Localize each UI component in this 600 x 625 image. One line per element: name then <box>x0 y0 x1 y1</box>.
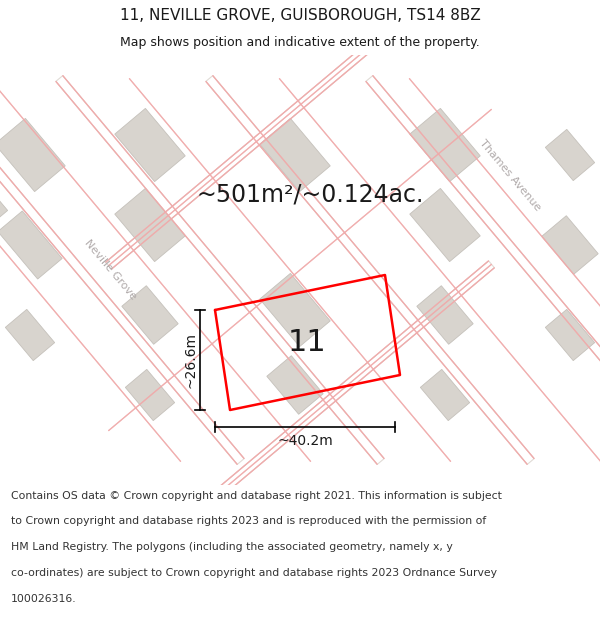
Text: co-ordinates) are subject to Crown copyright and database rights 2023 Ordnance S: co-ordinates) are subject to Crown copyr… <box>11 568 497 578</box>
Polygon shape <box>5 309 55 361</box>
Text: 100026316.: 100026316. <box>11 594 76 604</box>
Polygon shape <box>260 118 330 192</box>
Polygon shape <box>125 369 175 421</box>
Polygon shape <box>545 129 595 181</box>
Polygon shape <box>0 81 238 464</box>
Polygon shape <box>106 261 494 589</box>
Text: Neville Grove: Neville Grove <box>82 238 138 302</box>
Polygon shape <box>0 76 244 464</box>
Polygon shape <box>365 81 600 464</box>
Polygon shape <box>108 264 492 586</box>
Polygon shape <box>56 81 377 464</box>
Polygon shape <box>115 188 185 262</box>
Polygon shape <box>417 286 473 344</box>
Polygon shape <box>0 78 181 462</box>
Polygon shape <box>122 286 178 344</box>
Text: Contains OS data © Crown copyright and database right 2021. This information is : Contains OS data © Crown copyright and d… <box>11 491 502 501</box>
Polygon shape <box>0 211 62 279</box>
Polygon shape <box>106 0 489 262</box>
Polygon shape <box>0 78 311 462</box>
Polygon shape <box>409 78 600 462</box>
Polygon shape <box>279 78 600 462</box>
Polygon shape <box>366 76 600 464</box>
Polygon shape <box>111 268 494 589</box>
Polygon shape <box>410 188 480 262</box>
Polygon shape <box>62 76 385 459</box>
Polygon shape <box>267 356 323 414</box>
Polygon shape <box>212 76 535 459</box>
Polygon shape <box>421 369 470 421</box>
Text: ~501m²/~0.124ac.: ~501m²/~0.124ac. <box>196 183 424 207</box>
Polygon shape <box>108 109 492 431</box>
Text: 11: 11 <box>288 328 327 357</box>
Polygon shape <box>542 216 598 274</box>
Polygon shape <box>106 261 489 582</box>
Polygon shape <box>545 309 595 361</box>
Text: to Crown copyright and database rights 2023 and is reproduced with the permissio: to Crown copyright and database rights 2… <box>11 516 486 526</box>
Polygon shape <box>115 108 185 182</box>
Polygon shape <box>106 0 494 269</box>
Polygon shape <box>0 187 8 223</box>
Polygon shape <box>206 81 527 464</box>
Text: ~26.6m: ~26.6m <box>183 332 197 388</box>
Polygon shape <box>373 76 600 459</box>
Text: HM Land Registry. The polygons (including the associated geometry, namely x, y: HM Land Registry. The polygons (includin… <box>11 542 452 552</box>
Polygon shape <box>129 78 451 462</box>
Text: Thames Avenue: Thames Avenue <box>478 138 542 212</box>
Text: Map shows position and indicative extent of the property.: Map shows position and indicative extent… <box>120 36 480 49</box>
Polygon shape <box>260 273 330 347</box>
Polygon shape <box>108 0 492 266</box>
Polygon shape <box>111 0 494 269</box>
Polygon shape <box>206 76 534 464</box>
Text: ~40.2m: ~40.2m <box>277 434 333 448</box>
Polygon shape <box>56 76 384 464</box>
Polygon shape <box>0 76 244 459</box>
Polygon shape <box>0 118 65 192</box>
Text: 11, NEVILLE GROVE, GUISBOROUGH, TS14 8BZ: 11, NEVILLE GROVE, GUISBOROUGH, TS14 8BZ <box>119 8 481 23</box>
Polygon shape <box>410 108 480 182</box>
